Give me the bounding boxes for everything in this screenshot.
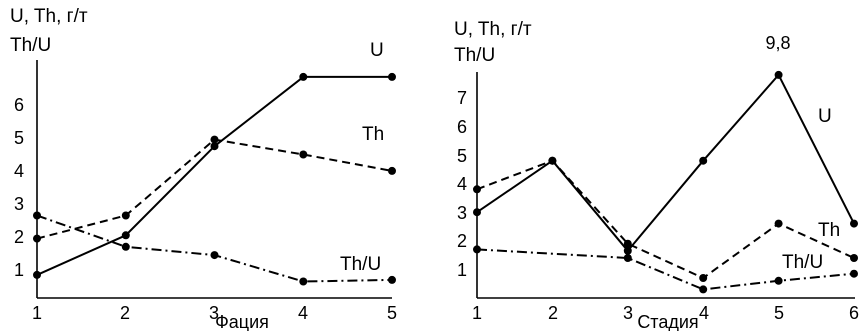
data-point-u: [774, 70, 783, 79]
x-tick-label: 3: [209, 303, 219, 323]
data-label-9-8: 9,8: [765, 33, 790, 53]
y-tick-label: 6: [457, 117, 467, 137]
data-point-th: [850, 254, 858, 262]
y-tick-label: 1: [14, 260, 24, 280]
y-axis-label-line-2: Th/U: [454, 45, 495, 66]
x-tick-label: 3: [623, 303, 633, 323]
data-point-u: [299, 72, 308, 81]
data-point-th-u: [850, 269, 858, 278]
chart-stage: U, Th, г/т Th/U 1 2 3 4 5 6 7 1 2 3 4 5 …: [454, 19, 859, 331]
x-axis-label: Стадия: [637, 312, 698, 331]
data-point-th: [33, 234, 41, 243]
y-tick-label: 2: [457, 231, 467, 251]
y-tick-label: 1: [457, 260, 467, 280]
data-point-th: [210, 135, 219, 144]
series-label-th: Th: [362, 124, 384, 145]
y-tick-label: 3: [14, 194, 24, 214]
data-point-th: [299, 150, 308, 159]
series-marks: [33, 72, 396, 286]
x-tick-label: 4: [699, 303, 709, 323]
data-point-th-u: [299, 277, 308, 286]
series-line-th-u: [476, 248, 855, 291]
x-tick-label: 2: [548, 303, 558, 323]
y-tick-label: 4: [457, 174, 467, 194]
x-tick-label: 2: [120, 303, 130, 323]
data-point-th-u: [699, 285, 708, 294]
data-point-th: [388, 166, 396, 175]
series-line-th: [476, 159, 855, 279]
data-point-u: [121, 231, 130, 240]
y-tick-label: 7: [457, 88, 467, 108]
data-point-th: [121, 211, 130, 220]
series-label-th-u: Th/U: [782, 252, 823, 273]
data-point-th-u: [388, 275, 396, 284]
y-tick-label: 6: [14, 95, 24, 115]
data-point-th-u: [121, 242, 130, 251]
data-point-u: [699, 156, 708, 165]
data-point-u: [473, 208, 481, 217]
data-point-th-u: [210, 251, 219, 260]
data-point-th: [774, 219, 783, 228]
x-tick-label: 4: [298, 303, 308, 323]
chart-facies: U, Th, г/т Th/U 1 2 3 4 5 6 1 2 3 4 5 Фа…: [10, 6, 397, 331]
x-tick-label: 6: [849, 303, 859, 323]
series-label-u: U: [370, 40, 384, 61]
series-label-th-u: Th/U: [340, 254, 381, 275]
y-axis-label-line-1: U, Th, г/т: [10, 6, 88, 27]
y-tick-label: 3: [457, 203, 467, 223]
x-tick-label: 5: [387, 303, 397, 323]
x-tick-label: 5: [774, 303, 784, 323]
data-point-u: [210, 142, 219, 151]
x-tick-label: 1: [472, 303, 482, 323]
data-point-u: [388, 72, 396, 81]
data-point-u: [623, 246, 632, 255]
data-point-u: [850, 219, 858, 228]
series-marks: [473, 70, 858, 294]
y-axis-label-line-1: U, Th, г/т: [454, 19, 532, 40]
x-tick-label: 1: [32, 303, 42, 323]
y-tick-label: 5: [457, 146, 467, 166]
data-point-th-u: [774, 276, 783, 285]
data-point-th-u: [33, 211, 41, 220]
y-tick-label: 2: [14, 227, 24, 247]
y-tick-label: 5: [14, 128, 24, 148]
series-line-th: [36, 138, 393, 240]
series-line-u: [36, 75, 392, 276]
data-point-u: [33, 270, 41, 279]
y-axis-label-line-2: Th/U: [10, 35, 51, 56]
data-point-th: [548, 156, 557, 165]
data-point-th: [699, 274, 708, 282]
data-point-th: [623, 239, 632, 248]
series-line-u: [476, 73, 855, 252]
data-point-th-u: [473, 245, 481, 254]
x-axis-label: Фация: [215, 312, 269, 331]
y-tick-label: 4: [14, 161, 24, 181]
series-label-u: U: [818, 106, 832, 127]
series-label-th: Th: [818, 220, 840, 241]
data-point-th: [473, 185, 481, 194]
data-point-th-u: [623, 254, 632, 262]
